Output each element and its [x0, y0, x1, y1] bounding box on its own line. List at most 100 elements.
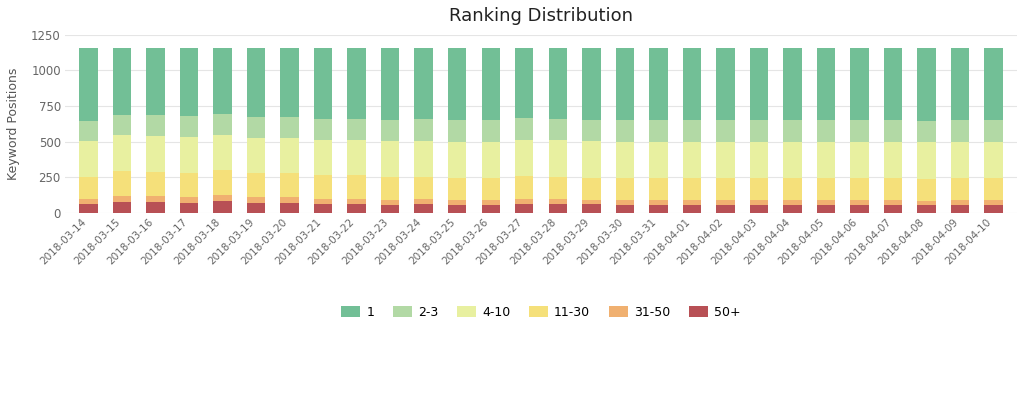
Bar: [918, 143, 936, 178]
Bar: [247, 138, 265, 173]
Bar: [817, 120, 836, 142]
Bar: [79, 141, 97, 177]
Bar: [918, 205, 936, 213]
Bar: [481, 48, 500, 120]
Bar: [213, 201, 231, 213]
Bar: [113, 115, 131, 135]
Bar: [884, 142, 902, 178]
Bar: [79, 177, 97, 199]
Bar: [918, 48, 936, 121]
Bar: [649, 204, 668, 213]
Bar: [984, 120, 1002, 142]
Bar: [247, 48, 265, 117]
Bar: [716, 48, 734, 120]
Bar: [213, 195, 231, 201]
Bar: [750, 178, 768, 200]
Bar: [381, 48, 399, 120]
Bar: [481, 205, 500, 213]
Bar: [582, 204, 600, 213]
Bar: [281, 173, 299, 197]
Bar: [314, 199, 333, 204]
Bar: [213, 135, 231, 170]
Bar: [750, 142, 768, 178]
Bar: [515, 176, 534, 199]
Bar: [750, 48, 768, 120]
Bar: [918, 178, 936, 201]
Bar: [582, 178, 600, 200]
Bar: [247, 197, 265, 203]
Bar: [247, 173, 265, 197]
Bar: [783, 120, 802, 142]
Bar: [549, 119, 567, 140]
Bar: [347, 176, 366, 199]
Bar: [783, 48, 802, 120]
Bar: [582, 120, 600, 141]
Bar: [783, 204, 802, 213]
Bar: [281, 203, 299, 213]
Bar: [683, 120, 701, 142]
Bar: [984, 178, 1002, 200]
Bar: [649, 120, 668, 142]
Bar: [180, 203, 199, 213]
Bar: [314, 176, 333, 199]
Bar: [347, 199, 366, 204]
Bar: [884, 204, 902, 213]
Bar: [918, 121, 936, 143]
Bar: [716, 200, 734, 204]
Bar: [649, 142, 668, 178]
Bar: [447, 178, 466, 201]
Bar: [180, 173, 199, 197]
Bar: [750, 204, 768, 213]
Bar: [314, 140, 333, 176]
Bar: [281, 48, 299, 117]
Bar: [884, 200, 902, 204]
Bar: [113, 135, 131, 171]
Bar: [515, 118, 534, 140]
Bar: [984, 48, 1002, 120]
Bar: [381, 205, 399, 213]
Bar: [180, 116, 199, 137]
Bar: [984, 204, 1002, 213]
Bar: [683, 204, 701, 213]
Bar: [884, 48, 902, 120]
Bar: [213, 170, 231, 195]
Bar: [79, 121, 97, 141]
Bar: [783, 178, 802, 200]
Bar: [951, 120, 970, 142]
Bar: [615, 48, 634, 120]
Bar: [649, 178, 668, 200]
Bar: [549, 204, 567, 213]
Bar: [347, 204, 366, 213]
Bar: [817, 204, 836, 213]
Bar: [783, 142, 802, 178]
Bar: [515, 140, 534, 176]
Bar: [481, 201, 500, 205]
Bar: [381, 141, 399, 176]
Bar: [683, 178, 701, 200]
Bar: [415, 177, 433, 199]
Bar: [817, 48, 836, 120]
Bar: [146, 115, 165, 136]
Bar: [716, 142, 734, 178]
Bar: [850, 142, 868, 178]
Title: Ranking Distribution: Ranking Distribution: [449, 7, 633, 25]
Bar: [447, 205, 466, 213]
Bar: [146, 48, 165, 115]
Bar: [549, 199, 567, 204]
Bar: [549, 140, 567, 176]
Bar: [213, 48, 231, 114]
Bar: [447, 48, 466, 120]
Bar: [415, 119, 433, 141]
Bar: [783, 200, 802, 204]
Bar: [750, 120, 768, 142]
Bar: [850, 120, 868, 142]
Bar: [447, 201, 466, 205]
Bar: [281, 197, 299, 203]
Bar: [314, 204, 333, 213]
Bar: [213, 114, 231, 135]
Bar: [582, 48, 600, 120]
Bar: [683, 200, 701, 204]
Bar: [615, 142, 634, 178]
Bar: [281, 117, 299, 138]
Bar: [850, 48, 868, 120]
